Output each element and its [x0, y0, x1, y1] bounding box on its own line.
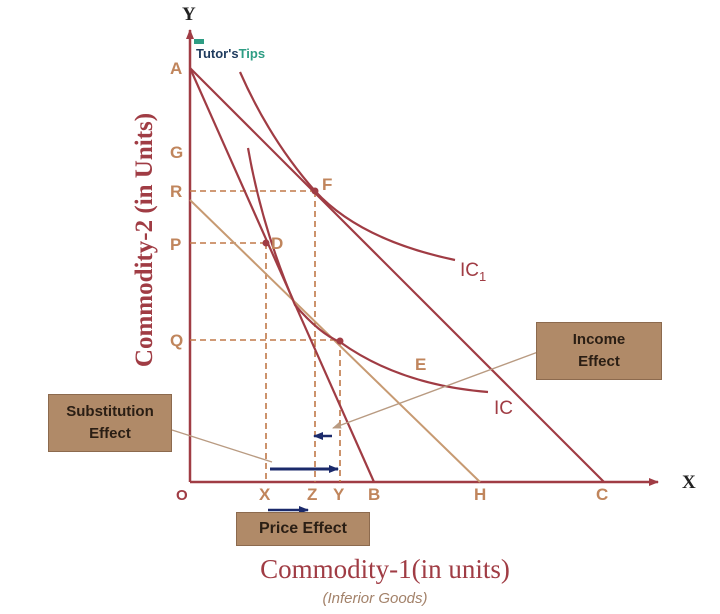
- substitution-box-line2: Effect: [89, 425, 131, 442]
- label-b: B: [368, 485, 380, 504]
- x-axis-title: Commodity-1(in units): [260, 554, 510, 584]
- income-box-line1: Income: [572, 331, 626, 349]
- income-box-line2: Effect: [578, 353, 620, 370]
- price-effect-box: Price Effect: [236, 512, 370, 546]
- label-c: C: [596, 485, 608, 504]
- indifference-curve-ic1: [238, 71, 456, 262]
- point-d: [262, 239, 270, 247]
- origin-label: O: [176, 487, 188, 504]
- price-box-label: Price Effect: [258, 520, 348, 538]
- point-f: [311, 187, 319, 195]
- label-d: D: [271, 234, 283, 253]
- income-effect-box: Income Effect: [536, 322, 662, 380]
- label-g: G: [170, 143, 183, 162]
- label-p: P: [170, 235, 181, 254]
- label-x: X: [259, 485, 271, 504]
- substitution-box-line1: Substitution: [66, 403, 154, 421]
- label-z: Z: [307, 485, 317, 504]
- label-f: F: [322, 175, 332, 194]
- budget-line-ac: [189, 67, 605, 483]
- point-e: [336, 337, 344, 345]
- income-callout-leader: [332, 351, 539, 429]
- y-axis-letter: Y: [182, 4, 196, 25]
- indifference-curve-ic: [246, 147, 489, 394]
- label-ic: IC: [494, 398, 513, 419]
- graduation-cap-icon: [194, 39, 204, 44]
- label-r: R: [170, 182, 182, 201]
- x-axis-subtitle: (Inferior Goods): [322, 590, 428, 607]
- label-ic1: IC1: [460, 260, 486, 284]
- y-axis-title: Commodity-2 (in Units): [131, 113, 158, 367]
- label-q: Q: [170, 331, 183, 350]
- substitution-callout-leader: [171, 429, 273, 463]
- label-h: H: [474, 485, 486, 504]
- label-a: A: [170, 59, 182, 78]
- label-y: Y: [333, 485, 345, 504]
- logo: Tutor'sTips: [194, 39, 265, 61]
- compensated-budget-line-rh: [189, 199, 481, 483]
- substitution-effect-box: Substitution Effect: [48, 394, 172, 452]
- label-e: E: [415, 355, 426, 374]
- x-axis-letter: X: [682, 472, 696, 493]
